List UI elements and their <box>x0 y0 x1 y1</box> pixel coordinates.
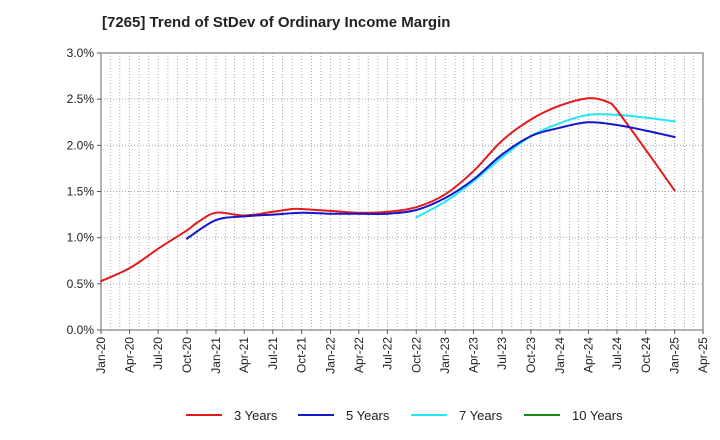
legend-swatch-3-years <box>186 414 222 416</box>
chart-title: [7265] Trend of StDev of Ordinary Income… <box>102 14 451 31</box>
y-tick-label: 1.0% <box>67 231 95 245</box>
x-tick-label: Apr-24 <box>581 337 595 373</box>
x-tick-label: Jul-24 <box>610 337 624 370</box>
legend-item-7-years: 7 Years <box>411 404 502 426</box>
x-tick-label: Apr-22 <box>352 337 366 373</box>
x-tick-label: Apr-23 <box>466 337 480 373</box>
y-tick-label: 2.0% <box>67 138 95 152</box>
legend-label-5-years: 5 Years <box>346 407 390 423</box>
y-tick-label: 0.0% <box>67 323 95 337</box>
x-tick-label: Oct-23 <box>524 337 538 373</box>
y-tick-label: 2.5% <box>67 92 95 106</box>
x-tick-label: Jan-21 <box>209 337 223 374</box>
x-tick-label: Jan-23 <box>438 337 452 374</box>
x-tick-label: Oct-22 <box>409 337 423 373</box>
series-line-5-years <box>186 121 676 240</box>
x-tick-label: Jul-23 <box>495 337 509 370</box>
x-tick-label: Jul-22 <box>380 337 394 370</box>
x-tick-label: Jul-21 <box>266 337 280 370</box>
x-tick-label: Jan-22 <box>324 337 338 374</box>
legend-swatch-5-years <box>298 414 334 416</box>
y-tick-label: 0.5% <box>67 277 95 291</box>
x-tick-label: Jan-24 <box>553 337 567 374</box>
x-tick-label: Jan-20 <box>94 337 108 374</box>
x-tick-label: Oct-21 <box>295 337 309 373</box>
x-tick-label: Jan-25 <box>668 337 682 374</box>
y-tick-label: 3.0% <box>67 46 95 60</box>
legend-item-5-years: 5 Years <box>298 404 389 426</box>
legend-item-3-years: 3 Years <box>186 404 277 426</box>
x-tick-label: Apr-25 <box>696 337 710 373</box>
x-tick-label: Apr-21 <box>237 337 251 373</box>
legend-label-10-years: 10 Years <box>572 407 623 423</box>
series-line-7-years <box>415 113 676 219</box>
legend-swatch-10-years <box>524 414 560 416</box>
x-tick-label: Apr-20 <box>123 337 137 373</box>
plot-frame <box>100 52 704 331</box>
legend-swatch-7-years <box>411 414 447 416</box>
line-chart: 0.0% 0.5% 1.0% 1.5% 2.0% 2.5% 3.0% Jan-20 Apr-20… <box>67 46 710 374</box>
x-tick-label: Oct-20 <box>180 337 194 373</box>
legend-label-3-years: 3 Years <box>234 407 278 423</box>
series-line-3-years <box>100 97 676 283</box>
legend-item-10-years: 10 Years <box>524 404 623 426</box>
legend-label-7-years: 7 Years <box>459 407 503 423</box>
x-tick-label: Jul-20 <box>151 337 165 370</box>
y-tick-label: 1.5% <box>67 185 95 199</box>
x-tick-label: Oct-24 <box>639 337 653 373</box>
legend: 3 Years 5 Years 7 Years 10 Years <box>0 404 720 426</box>
